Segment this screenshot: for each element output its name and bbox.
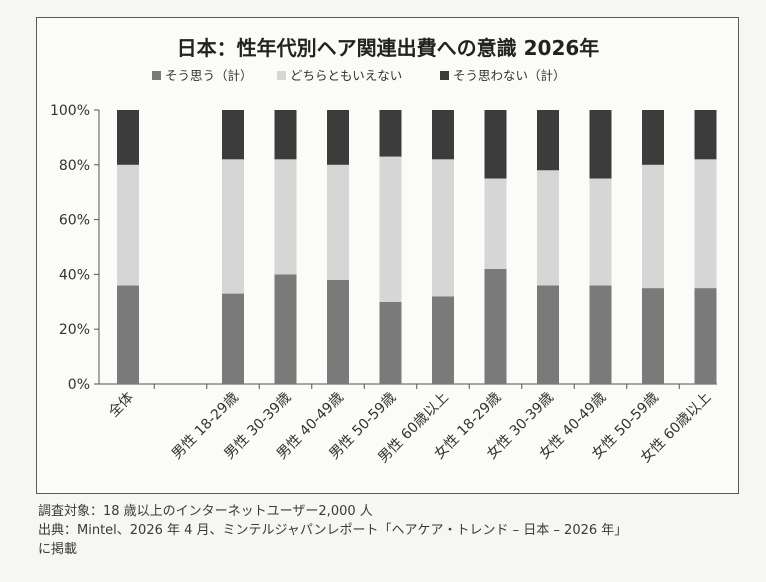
bar-segment-男性40-49歳-2 (327, 110, 349, 165)
y-tick-label: 20% (59, 322, 90, 338)
bar-segment-男性30-39歳-0 (274, 274, 297, 384)
chart-frame: 日本：性年代別ヘア関連出費への意識 2026年 そう思う（計） どちらともいえない… (36, 17, 739, 494)
bar-segment-女性60歳以上-2 (694, 110, 717, 160)
bar-segment-男性40-49歳-1 (327, 164, 349, 280)
survey-note: 調査対象：18 歳以上のインターネットユーザー2,000 人 (38, 504, 373, 519)
bar-segment-男性60歳以上-1 (432, 159, 454, 297)
source-note: 出典：Mintel、2026 年 4 月、ミンテルジャパンレポート「ヘアケア・ト… (38, 523, 628, 538)
bar-segment-女性30-39歳-0 (537, 285, 559, 384)
chart-canvas: 日本：性年代別ヘア関連出費への意識 2026年 そう思う（計） どちらともいえない… (50, 36, 717, 466)
bar-segment-男性50-59歳-1 (379, 156, 402, 302)
bar-segment-男性30-39歳-1 (274, 159, 297, 275)
bar-segment-女性50-59歳-2 (642, 110, 664, 165)
bar-segment-男性18-29歳-0 (222, 293, 244, 384)
legend-swatch-2 (440, 71, 449, 80)
bar-segment-全体-1 (117, 164, 139, 286)
chart-title: 日本：性年代別ヘア関連出費への意識 2026年 (177, 36, 600, 60)
bar-segment-男性18-29歳-1 (222, 159, 244, 294)
bar-segment-男性18-29歳-2 (222, 110, 244, 160)
bar-segment-全体-0 (117, 285, 139, 384)
bar-segment-男性60歳以上-0 (432, 296, 454, 384)
bar-segment-女性30-39歳-2 (537, 110, 559, 171)
legend: そう思う（計） どちらともいえない そう思わない（計） (152, 68, 566, 83)
bar-segment-女性60歳以上-0 (694, 288, 717, 384)
y-tick-label: 80% (59, 158, 90, 174)
bar-segment-女性18-29歳-2 (484, 110, 507, 179)
bar-segment-女性18-29歳-0 (484, 268, 507, 384)
bar-segment-女性50-59歳-0 (642, 288, 664, 384)
bar-segment-女性18-29歳-1 (484, 178, 507, 269)
bar-segment-女性60歳以上-1 (694, 159, 717, 289)
bar-segment-女性40-49歳-0 (589, 285, 612, 384)
bars (117, 110, 717, 384)
bar-segment-女性40-49歳-2 (589, 110, 612, 179)
legend-label-1: どちらともいえない (290, 68, 402, 83)
legend-swatch-0 (152, 71, 161, 80)
legend-swatch-1 (277, 71, 286, 80)
y-tick-label: 100% (50, 103, 90, 119)
bar-segment-女性40-49歳-1 (589, 178, 612, 286)
bar-segment-男性50-59歳-2 (379, 110, 402, 157)
bar-segment-女性30-39歳-1 (537, 170, 559, 286)
bar-segment-男性40-49歳-0 (327, 279, 349, 384)
bar-segment-女性50-59歳-1 (642, 164, 664, 289)
legend-label-2: そう思わない（計） (453, 68, 566, 83)
bar-segment-男性50-59歳-0 (379, 301, 402, 384)
y-tick-label: 40% (59, 267, 90, 283)
axes: 100% 80% 60% 40% 20% 0% (50, 103, 717, 393)
y-tick-label: 0% (68, 377, 90, 393)
y-tick-label: 60% (59, 213, 90, 229)
bar-segment-全体-2 (117, 110, 139, 165)
legend-label-0: そう思う（計） (165, 68, 253, 83)
source-note-continued: に掲載 (38, 542, 78, 557)
bar-segment-男性30-39歳-2 (274, 110, 297, 160)
bar-segment-男性60歳以上-2 (432, 110, 454, 160)
x-tick-label-全体: 全体 (105, 389, 137, 421)
